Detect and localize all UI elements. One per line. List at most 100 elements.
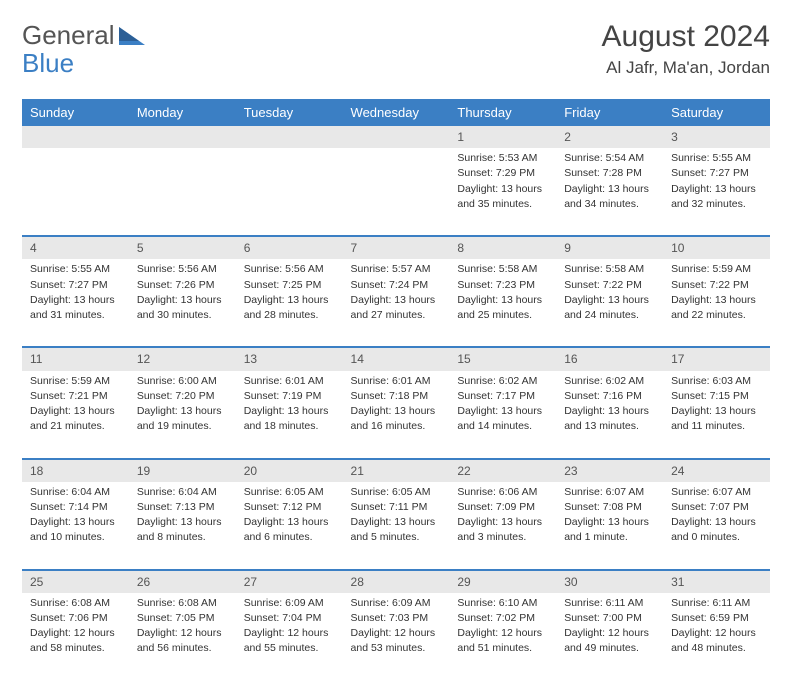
cell-line-dl2: and 6 minutes.	[244, 530, 335, 544]
day-number-cell	[343, 126, 450, 148]
cell-line-sr: Sunrise: 5:55 AM	[671, 151, 762, 165]
cell-line-dl2: and 27 minutes.	[351, 308, 442, 322]
cell-line-dl1: Daylight: 13 hours	[30, 293, 121, 307]
day-body-cell: Sunrise: 6:04 AMSunset: 7:14 PMDaylight:…	[22, 482, 129, 570]
cell-line-dl2: and 0 minutes.	[671, 530, 762, 544]
cell-line-sr: Sunrise: 5:57 AM	[351, 262, 442, 276]
cell-line-sr: Sunrise: 5:59 AM	[30, 374, 121, 388]
cell-line-dl1: Daylight: 13 hours	[564, 293, 655, 307]
day-body-cell: Sunrise: 6:01 AMSunset: 7:19 PMDaylight:…	[236, 371, 343, 459]
day-number-cell: 22	[449, 459, 556, 482]
day-body-cell: Sunrise: 5:53 AMSunset: 7:29 PMDaylight:…	[449, 148, 556, 236]
cell-line-ss: Sunset: 7:24 PM	[351, 278, 442, 292]
day-body-row: Sunrise: 6:08 AMSunset: 7:06 PMDaylight:…	[22, 593, 770, 681]
cell-line-dl1: Daylight: 13 hours	[457, 404, 548, 418]
weekday-header: Sunday	[22, 99, 129, 126]
cell-line-ss: Sunset: 7:12 PM	[244, 500, 335, 514]
cell-line-dl1: Daylight: 12 hours	[457, 626, 548, 640]
cell-line-ss: Sunset: 7:00 PM	[564, 611, 655, 625]
day-body-cell: Sunrise: 5:58 AMSunset: 7:23 PMDaylight:…	[449, 259, 556, 347]
brand-part1: General	[22, 20, 115, 51]
cell-line-dl2: and 1 minute.	[564, 530, 655, 544]
day-number-cell: 27	[236, 570, 343, 593]
day-number-cell: 3	[663, 126, 770, 148]
day-body-cell: Sunrise: 6:11 AMSunset: 7:00 PMDaylight:…	[556, 593, 663, 681]
cell-line-dl1: Daylight: 12 hours	[137, 626, 228, 640]
day-body-cell: Sunrise: 6:10 AMSunset: 7:02 PMDaylight:…	[449, 593, 556, 681]
cell-line-sr: Sunrise: 5:56 AM	[244, 262, 335, 276]
day-body-cell	[22, 148, 129, 236]
day-body-cell: Sunrise: 6:01 AMSunset: 7:18 PMDaylight:…	[343, 371, 450, 459]
cell-line-ss: Sunset: 7:20 PM	[137, 389, 228, 403]
cell-line-dl2: and 18 minutes.	[244, 419, 335, 433]
cell-line-dl1: Daylight: 13 hours	[137, 404, 228, 418]
day-number-row: 123	[22, 126, 770, 148]
day-body-cell: Sunrise: 6:03 AMSunset: 7:15 PMDaylight:…	[663, 371, 770, 459]
cell-line-dl2: and 51 minutes.	[457, 641, 548, 655]
day-number-cell	[129, 126, 236, 148]
cell-line-dl1: Daylight: 13 hours	[564, 182, 655, 196]
cell-line-ss: Sunset: 7:26 PM	[137, 278, 228, 292]
cell-line-sr: Sunrise: 5:58 AM	[457, 262, 548, 276]
location-label: Al Jafr, Ma'an, Jordan	[602, 58, 770, 78]
cell-line-sr: Sunrise: 5:53 AM	[457, 151, 548, 165]
day-number-cell: 30	[556, 570, 663, 593]
weekday-header: Tuesday	[236, 99, 343, 126]
cell-line-ss: Sunset: 7:22 PM	[564, 278, 655, 292]
day-number-cell: 25	[22, 570, 129, 593]
cell-line-dl1: Daylight: 12 hours	[351, 626, 442, 640]
day-number-cell: 13	[236, 347, 343, 370]
day-number-row: 25262728293031	[22, 570, 770, 593]
day-body-cell: Sunrise: 6:09 AMSunset: 7:03 PMDaylight:…	[343, 593, 450, 681]
day-number-cell: 7	[343, 236, 450, 259]
day-number-cell: 6	[236, 236, 343, 259]
day-number-cell: 20	[236, 459, 343, 482]
day-body-row: Sunrise: 5:59 AMSunset: 7:21 PM Daylight:…	[22, 371, 770, 459]
cell-line-dl2: and 56 minutes.	[137, 641, 228, 655]
cell-line-dl2: and 8 minutes.	[137, 530, 228, 544]
cell-line-ss: Sunset: 7:27 PM	[30, 278, 121, 292]
cell-line-dl1: Daylight: 13 hours	[671, 182, 762, 196]
day-body-cell: Sunrise: 5:55 AMSunset: 7:27 PMDaylight:…	[663, 148, 770, 236]
cell-line-dl1: Daylight: 13 hours	[30, 515, 121, 529]
cell-line-dl2: and 31 minutes.	[30, 308, 121, 322]
cell-line-dl2: and 55 minutes.	[244, 641, 335, 655]
cell-line-ss: Sunset: 7:11 PM	[351, 500, 442, 514]
cell-line-sr: Sunrise: 6:05 AM	[244, 485, 335, 499]
cell-line-dl2: and 32 minutes.	[671, 197, 762, 211]
cell-line-dl2: and 49 minutes.	[564, 641, 655, 655]
cell-line-dl1: Daylight: 13 hours	[244, 293, 335, 307]
cell-line-sr: Sunrise: 6:02 AM	[457, 374, 548, 388]
day-number-cell: 14	[343, 347, 450, 370]
cell-line-dl2: and 19 minutes.	[137, 419, 228, 433]
day-body-cell: Sunrise: 6:02 AMSunset: 7:16 PMDaylight:…	[556, 371, 663, 459]
cell-line-dl1: Daylight: 13 hours	[457, 182, 548, 196]
cell-line-dl2: and 25 minutes.	[457, 308, 548, 322]
day-body-cell: Sunrise: 6:04 AMSunset: 7:13 PMDaylight:…	[129, 482, 236, 570]
day-number-cell: 1	[449, 126, 556, 148]
day-number-cell: 15	[449, 347, 556, 370]
day-body-cell: Sunrise: 6:02 AMSunset: 7:17 PMDaylight:…	[449, 371, 556, 459]
cell-line-ss: Sunset: 7:18 PM	[351, 389, 442, 403]
day-body-cell: Sunrise: 6:08 AMSunset: 7:05 PMDaylight:…	[129, 593, 236, 681]
cell-line-sr: Sunrise: 6:07 AM	[671, 485, 762, 499]
cell-line-dl1: Daylight: 13 hours	[351, 293, 442, 307]
weekday-header: Friday	[556, 99, 663, 126]
cell-line-sr: Sunrise: 6:08 AM	[30, 596, 121, 610]
cell-line-dl2: and 30 minutes.	[137, 308, 228, 322]
cell-line-sr: Sunrise: 6:05 AM	[351, 485, 442, 499]
cell-line-sr: Sunrise: 6:10 AM	[457, 596, 548, 610]
cell-line-dl2: and 16 minutes.	[351, 419, 442, 433]
cell-line-ss: Sunset: 7:21 PM	[30, 389, 121, 403]
cell-line-ss: Sunset: 7:15 PM	[671, 389, 762, 403]
day-body-cell: Sunrise: 6:05 AMSunset: 7:12 PMDaylight:…	[236, 482, 343, 570]
cell-line-sr: Sunrise: 6:11 AM	[564, 596, 655, 610]
cell-line-dl1: Daylight: 12 hours	[30, 626, 121, 640]
title-block: August 2024 Al Jafr, Ma'an, Jordan	[602, 20, 770, 78]
day-body-cell: Sunrise: 5:59 AMSunset: 7:22 PMDaylight:…	[663, 259, 770, 347]
cell-line-dl2: and 35 minutes.	[457, 197, 548, 211]
day-body-cell	[129, 148, 236, 236]
cell-line-dl2: and 53 minutes.	[351, 641, 442, 655]
cell-line-dl2: and 10 minutes.	[30, 530, 121, 544]
cell-line-ss: Sunset: 7:17 PM	[457, 389, 548, 403]
